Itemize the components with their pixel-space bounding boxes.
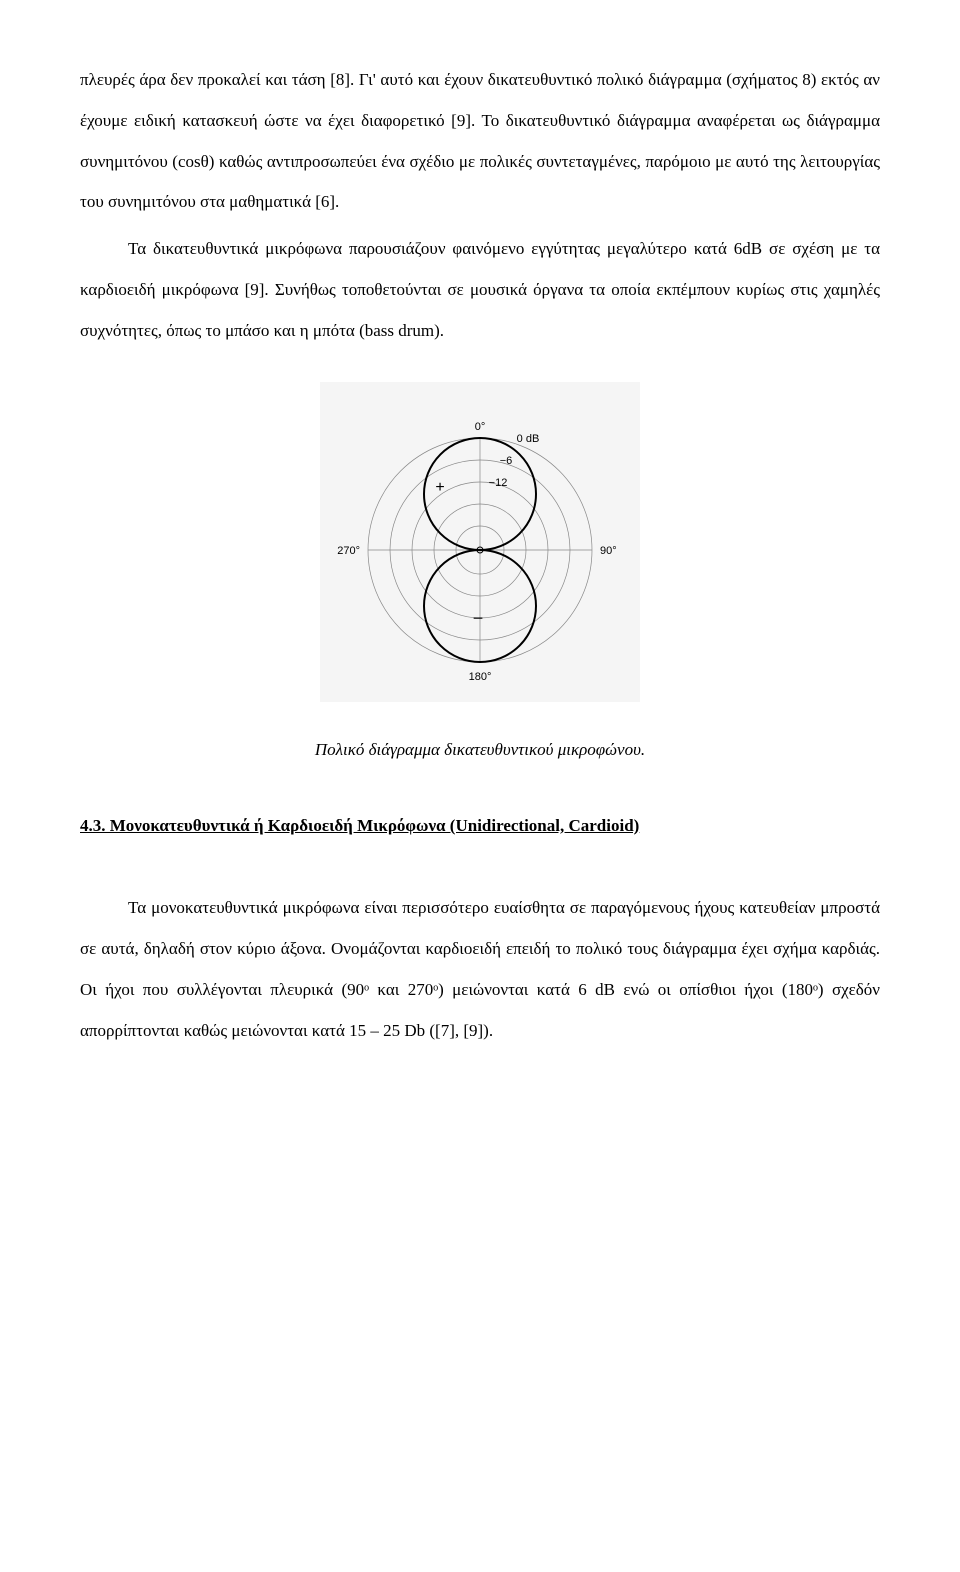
svg-text:−12: −12 — [489, 477, 508, 489]
paragraph-2: Τα δικατευθυντικά μικρόφωνα παρουσιάζουν… — [80, 229, 880, 351]
svg-text:+: + — [435, 479, 444, 496]
polar-diagram-svg: 0° 90° 180° 270° 0 dB −6 −12 + − — [320, 382, 640, 702]
paragraph-3: Τα μονοκατευθυντικά μικρόφωνα είναι περι… — [80, 888, 880, 1051]
svg-text:−6: −6 — [500, 455, 513, 467]
figure-caption: Πολικό διάγραμμα δικατευθυντικού μικροφώ… — [80, 737, 880, 763]
svg-text:270°: 270° — [337, 545, 360, 557]
svg-text:0°: 0° — [475, 421, 486, 433]
svg-text:180°: 180° — [469, 671, 492, 683]
polar-diagram-figure: 0° 90° 180° 270° 0 dB −6 −12 + − — [80, 382, 880, 718]
svg-text:−: − — [473, 608, 484, 628]
paragraph-1: πλευρές άρα δεν προκαλεί και τάση [8]. Γ… — [80, 60, 880, 223]
svg-text:90°: 90° — [600, 545, 617, 557]
svg-text:0 dB: 0 dB — [517, 433, 540, 445]
section-heading-4-3: 4.3. Μονοκατευθυντικά ή Καρδιοειδή Μικρό… — [80, 813, 880, 839]
